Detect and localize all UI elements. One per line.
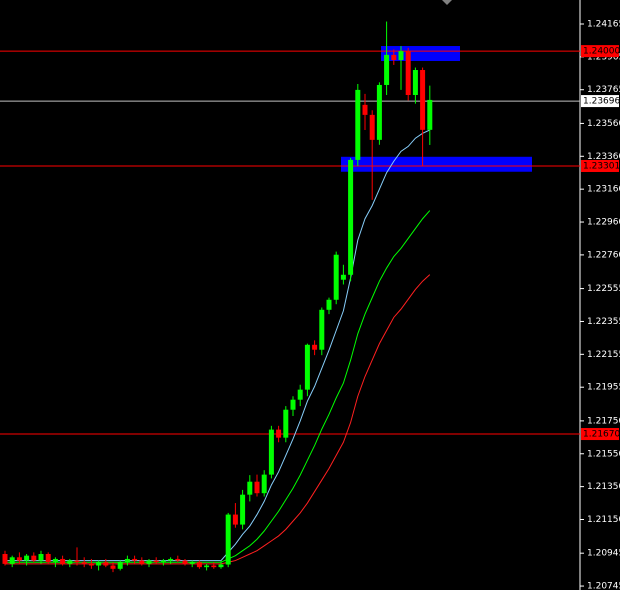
- candle-body: [276, 429, 282, 438]
- y-tick-label: 1.20745: [587, 582, 620, 590]
- candle-body: [254, 481, 260, 494]
- level-label-bg: [581, 159, 619, 172]
- candle-body: [348, 159, 354, 275]
- candle-body: [247, 481, 253, 495]
- candle-body: [9, 557, 15, 564]
- candle-body: [103, 562, 109, 566]
- y-tick-label: 1.22555: [587, 284, 620, 294]
- candle-body: [196, 562, 202, 568]
- y-tick-label: 1.21750: [587, 416, 620, 426]
- y-tick-label: 1.21955: [587, 383, 620, 393]
- candle-body: [362, 104, 368, 115]
- candle-body: [38, 554, 44, 561]
- candle-body: [153, 560, 159, 563]
- candle-body: [31, 555, 37, 561]
- moving-average: [5, 210, 431, 563]
- y-tick-label: 1.23560: [587, 119, 620, 129]
- candle-body: [182, 560, 188, 564]
- candle-body: [391, 54, 397, 60]
- candle-body: [132, 558, 138, 561]
- candle-body: [2, 554, 8, 564]
- candle-body: [204, 565, 210, 568]
- candle-body: [268, 429, 274, 475]
- candle-body: [225, 514, 231, 565]
- candle-body: [297, 389, 303, 400]
- candle-body: [52, 558, 58, 563]
- candle-body: [211, 565, 217, 568]
- level-label: 1.23301: [583, 161, 620, 171]
- candle-body: [369, 114, 375, 140]
- candle-body: [110, 565, 116, 569]
- candle-body: [405, 51, 411, 95]
- candle-body: [88, 563, 94, 566]
- candle-body: [326, 299, 332, 310]
- candle-body: [67, 560, 73, 564]
- candle-body: [340, 274, 346, 280]
- candle-body: [333, 254, 339, 300]
- candle-body: [376, 84, 382, 140]
- candle-body: [168, 558, 174, 561]
- candle-body: [117, 562, 123, 569]
- y-tick-label: 1.24165: [587, 19, 620, 29]
- y-tick-label: 1.21350: [587, 482, 620, 492]
- level-label: 1.23696: [583, 97, 620, 107]
- candle-body: [427, 99, 433, 130]
- candle-body: [24, 555, 30, 561]
- y-tick-label: 1.22960: [587, 218, 620, 228]
- candle-body: [384, 54, 390, 85]
- candle-body: [240, 494, 246, 525]
- candle-body: [312, 344, 318, 350]
- level-label: 1.24000: [583, 47, 620, 57]
- candle-body: [146, 560, 152, 564]
- candle-body: [261, 474, 267, 494]
- candle-body: [218, 564, 224, 568]
- y-tick-label: 1.21550: [587, 449, 620, 459]
- candle-body: [232, 514, 238, 525]
- y-tick-label: 1.23965: [587, 52, 620, 62]
- y-tick-label: 1.21150: [587, 515, 620, 525]
- candle-body: [420, 70, 426, 130]
- y-tick-label: 1.23160: [587, 185, 620, 195]
- price-zone: [341, 156, 532, 172]
- level-label-bg: [581, 45, 619, 58]
- y-tick-label: 1.22760: [587, 250, 620, 260]
- candle-body: [319, 309, 325, 350]
- candle-body: [96, 562, 102, 566]
- candle-body: [45, 554, 51, 563]
- level-label: 1.21670: [583, 430, 620, 440]
- moving-average: [5, 129, 431, 562]
- level-label-bg: [581, 428, 619, 441]
- candle-body: [283, 409, 289, 438]
- candle-body: [398, 51, 404, 60]
- candle-body: [124, 558, 130, 563]
- candle-body: [175, 558, 181, 561]
- candle-body: [74, 560, 80, 563]
- y-tick-label: 1.22155: [587, 350, 620, 360]
- candle-body: [160, 560, 166, 563]
- candle-body: [290, 399, 296, 410]
- candle-body: [60, 558, 66, 564]
- moving-average: [5, 274, 431, 565]
- level-label-bg: [581, 95, 619, 108]
- candle-body: [412, 70, 418, 95]
- candle-body: [139, 560, 145, 564]
- candle-body: [304, 344, 310, 390]
- candle-body: [189, 562, 195, 564]
- scroll-marker: [442, 0, 452, 5]
- candle-body: [16, 557, 22, 561]
- y-tick-label: 1.22355: [587, 317, 620, 327]
- y-tick-label: 1.20945: [587, 549, 620, 559]
- y-tick-label: 1.23360: [587, 152, 620, 162]
- candle-body: [355, 89, 361, 160]
- candle-body: [81, 562, 87, 564]
- y-tick-label: 1.23765: [587, 85, 620, 95]
